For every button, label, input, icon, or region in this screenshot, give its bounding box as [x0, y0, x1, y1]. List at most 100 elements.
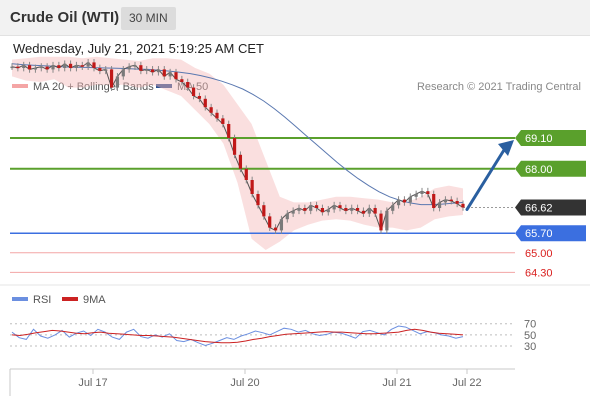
ma50-legend-label: MA 50 [177, 81, 208, 93]
price-candle [57, 65, 61, 68]
price-candle [215, 112, 219, 119]
price-candle [115, 76, 120, 88]
price-candle [291, 210, 295, 214]
price-candle [426, 191, 430, 194]
price-candle [133, 65, 137, 67]
price-candle [145, 69, 149, 71]
level-label-66-62: 66.62 [525, 202, 553, 214]
x-tick-label: Jul 21 [382, 377, 411, 389]
x-tick-label: Jul 20 [230, 377, 259, 389]
price-candle [16, 66, 20, 69]
price-levels [10, 137, 515, 273]
price-candle [344, 208, 348, 211]
price-candle [320, 208, 325, 213]
rsi-level-label-30: 30 [524, 341, 536, 353]
price-candle [168, 72, 172, 77]
price-candle [244, 168, 248, 180]
price-candle [355, 208, 360, 211]
level-label-69-10: 69.10 [525, 133, 553, 145]
level-labels: 69.10 68.00 66.62 65.70 65.00 64.30 [515, 130, 586, 279]
instrument-title: Crude Oil (WTI) [10, 9, 120, 26]
level-label-65-70-bg [515, 225, 586, 242]
price-candle [420, 191, 424, 194]
price-candle [461, 203, 465, 208]
report-datetime: Wednesday, July 21, 2021 5:19:25 AM CET [13, 41, 264, 56]
timeframe-badge[interactable]: 30 MIN [121, 7, 176, 30]
level-label-65-70: 65.70 [525, 228, 553, 240]
price-candle [45, 66, 49, 70]
price-candle [127, 66, 131, 70]
price-candle [273, 227, 278, 231]
price-candle [63, 63, 67, 68]
price-candle [121, 69, 125, 77]
level-label-68-00: 68.00 [525, 164, 553, 176]
price-candle [326, 209, 330, 213]
rsi-series-9ma [11, 328, 464, 344]
price-candle [227, 124, 231, 138]
price-candle [109, 69, 114, 88]
price-candle [408, 196, 412, 203]
price-candle [92, 62, 96, 68]
price-candle [104, 69, 108, 71]
price-candle [256, 194, 260, 206]
price-candle [279, 219, 284, 231]
price-candle [80, 65, 84, 67]
rsi-level-label-50: 50 [524, 330, 536, 342]
price-candle [68, 63, 73, 68]
level-label-69-10-bg [515, 130, 586, 146]
price-candle [373, 208, 377, 214]
price-candle [309, 205, 313, 211]
price-candle [98, 68, 102, 71]
ma50-path [11, 63, 464, 206]
price-candle [10, 66, 14, 69]
x-tick-label: Jul 17 [78, 377, 107, 389]
bollinger-legend-label: MA 20 + Bollinger Bands [33, 81, 154, 93]
bollinger-band [12, 56, 463, 250]
price-candle [74, 65, 79, 68]
price-candle [203, 98, 207, 108]
price-candle [209, 107, 213, 113]
rsi-legend-label: RSI [33, 294, 51, 306]
price-candle [150, 69, 155, 73]
rsi-level-label-70: 70 [524, 319, 536, 331]
price-candle [285, 213, 289, 220]
price-candle [262, 205, 266, 217]
price-candle [379, 213, 383, 231]
credit-text: Research © 2021 Trading Central [417, 81, 581, 93]
header: Crude Oil (WTI) 30 MIN [0, 0, 590, 36]
projection-arrow [465, 140, 514, 211]
price-candle [186, 82, 190, 88]
price-candle [391, 205, 395, 211]
level-label-64-30: 64.30 [525, 267, 553, 279]
projection-arrow-shaft [465, 148, 506, 211]
price-candle [297, 208, 301, 211]
price-candle [174, 72, 178, 80]
rsi-ma-legend-label: 9MA [83, 294, 106, 306]
price-candle [361, 210, 366, 214]
price-candle [197, 96, 202, 99]
price-candle [455, 201, 459, 204]
ma50-line [11, 63, 464, 206]
price-candle [22, 65, 26, 68]
projection-arrow-head [498, 140, 514, 156]
level-label-68-00-bg [515, 160, 586, 177]
price-candle [221, 118, 225, 124]
price-candle [139, 65, 143, 71]
time-axis: Jul 17 Jul 20 Jul 21 Jul 22 [78, 369, 482, 389]
price-candle [268, 216, 272, 228]
price-candle [250, 180, 254, 194]
level-label-66-62-bg [515, 199, 586, 216]
price-candle [39, 66, 43, 69]
price-candle [191, 87, 196, 96]
price-candle [437, 202, 442, 208]
price-candle [432, 194, 436, 208]
price-candle [162, 69, 166, 77]
price-candle [449, 199, 453, 202]
price-candle [443, 199, 448, 203]
price-candle [232, 138, 237, 155]
price-candle [414, 194, 418, 197]
bollinger-band-fill [12, 56, 463, 250]
level-label-65-00: 65.00 [525, 248, 553, 260]
